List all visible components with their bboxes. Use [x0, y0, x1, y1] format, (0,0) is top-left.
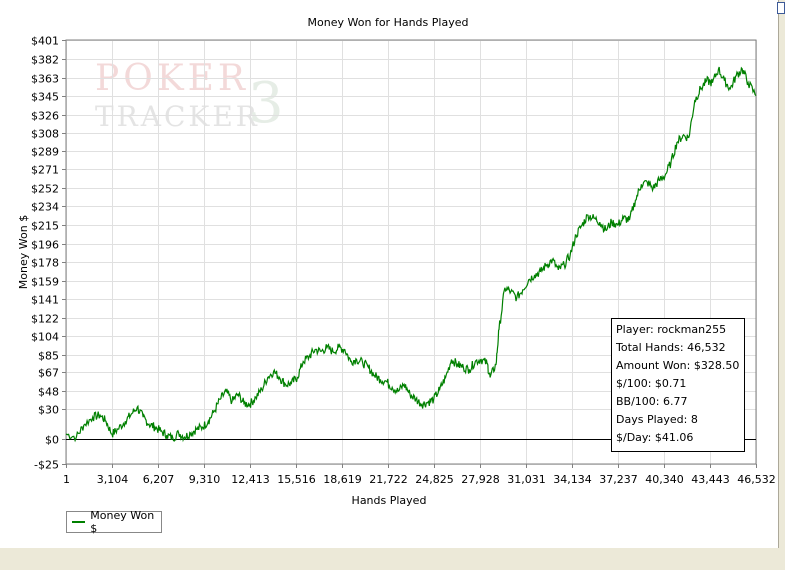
- chart-title: Money Won for Hands Played: [308, 16, 469, 29]
- watermark-tracker: TRACKER: [95, 100, 260, 133]
- y-tick-label: $308: [31, 128, 59, 141]
- y-tick-label: $104: [31, 331, 59, 344]
- x-axis-ticks: 1 3,104 6,207 9,310 12,413 15,516 18,619 21,722…: [63, 464, 776, 486]
- y-tick-label: $252: [31, 183, 59, 196]
- stat-per-100: $/100: $0.71: [616, 377, 687, 390]
- x-tick-label: 43,443: [691, 473, 730, 486]
- y-tick-label: $289: [31, 146, 59, 159]
- money-won-chart: Money Won for Hands Played POKER TRACKER…: [17, 16, 776, 507]
- legend-label: Money Won $: [90, 509, 155, 535]
- x-tick-label: 34,134: [553, 473, 592, 486]
- stat-total-hands: Total Hands: 46,532: [616, 341, 726, 354]
- chart-panel: Money Won for Hands Played POKER TRACKER…: [0, 0, 778, 548]
- y-tick-label: $215: [31, 220, 59, 233]
- y-tick-label: $159: [31, 276, 59, 289]
- y-tick-label: $401: [31, 35, 59, 48]
- y-tick-label: $67: [38, 367, 59, 380]
- y-tick-label: $178: [31, 257, 59, 270]
- y-tick-label: $234: [31, 201, 59, 214]
- x-tick-label: 24,825: [415, 473, 454, 486]
- player-stats-box: Player: rockman255 Total Hands: 46,532 A…: [611, 318, 745, 452]
- chart-legend: Money Won $: [66, 509, 162, 535]
- y-tick-label: -$25: [34, 459, 59, 472]
- vertical-scrollbar[interactable]: [778, 0, 785, 548]
- x-tick-label: 21,722: [369, 473, 408, 486]
- y-tick-label: $345: [31, 91, 59, 104]
- legend-swatch: [72, 521, 86, 523]
- stat-amount-won: Amount Won: $328.50: [616, 359, 740, 372]
- money-won-line: [65, 66, 757, 443]
- y-tick-label: $48: [38, 386, 59, 399]
- y-tick-label: $363: [31, 73, 59, 86]
- x-tick-label: 6,207: [143, 473, 175, 486]
- window-control-icon[interactable]: [777, 2, 785, 14]
- x-tick-label: 37,237: [599, 473, 638, 486]
- y-tick-label: $271: [31, 164, 59, 177]
- x-tick-label: 18,619: [323, 473, 362, 486]
- x-tick-label: 12,413: [231, 473, 270, 486]
- x-tick-label: 1: [63, 473, 70, 486]
- y-tick-label: $326: [31, 110, 59, 123]
- x-tick-label: 40,340: [645, 473, 684, 486]
- y-tick-label: $382: [31, 54, 59, 67]
- y-tick-label: $85: [38, 350, 59, 363]
- x-axis-label: Hands Played: [352, 494, 427, 507]
- y-tick-label: $196: [31, 239, 59, 252]
- x-tick-label: 3,104: [97, 473, 129, 486]
- x-tick-label: 46,532: [737, 473, 776, 486]
- watermark-version: 3: [248, 71, 284, 136]
- stat-player: Player: rockman255: [616, 323, 727, 336]
- y-axis-label: Money Won $: [17, 215, 30, 289]
- y-tick-label: $141: [31, 294, 59, 307]
- stat-days-played: Days Played: 8: [616, 413, 698, 426]
- x-tick-label: 15,516: [277, 473, 316, 486]
- x-tick-label: 9,310: [189, 473, 221, 486]
- stat-per-day: $/Day: $41.06: [616, 431, 694, 444]
- y-tick-label: $30: [38, 404, 59, 417]
- plot-area-border: [65, 39, 757, 465]
- y-tick-label: $0: [45, 434, 59, 447]
- x-tick-label: 31,031: [507, 473, 546, 486]
- y-tick-label: $122: [31, 313, 59, 326]
- y-axis-ticks: $401 $382 $363 $345 $326 $308 $289 $271 $252 $234…: [31, 35, 66, 472]
- gridlines: [66, 40, 757, 465]
- x-tick-label: 27,928: [461, 473, 500, 486]
- stat-bb-100: BB/100: 6.77: [616, 395, 688, 408]
